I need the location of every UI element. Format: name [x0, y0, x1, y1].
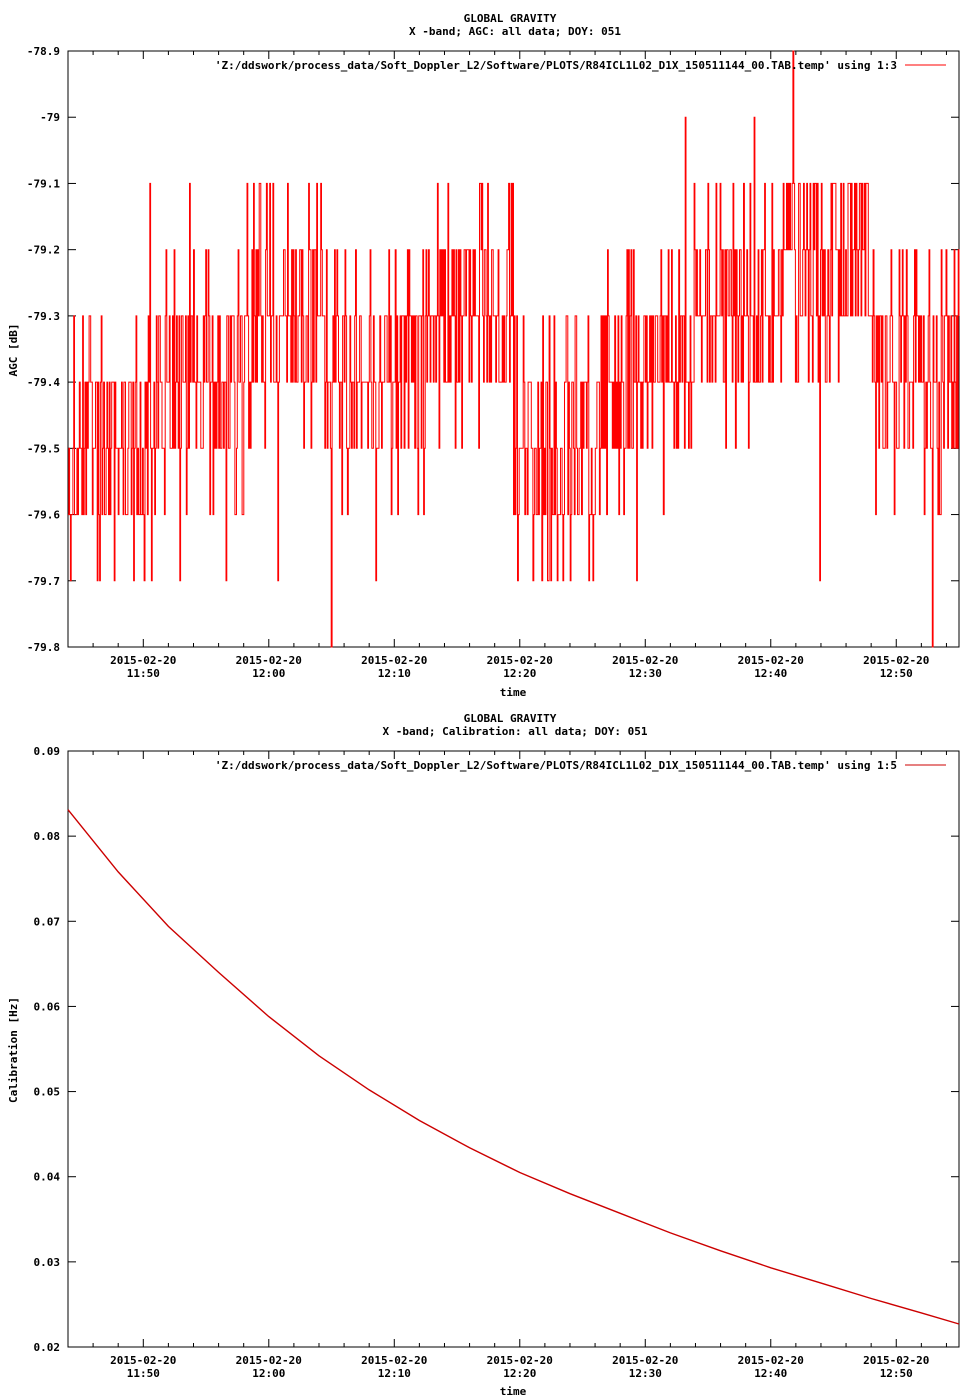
agc-y-tick-label: -79.5 — [27, 442, 60, 455]
calibration-x-tick-date: 2015-02-20 — [110, 1354, 176, 1367]
calibration-x-tick-time: 12:50 — [880, 1367, 913, 1380]
agc-x-tick-date: 2015-02-20 — [110, 654, 176, 667]
agc-y-tick-label: -79.3 — [27, 310, 60, 323]
calibration-x-tick-time: 11:50 — [127, 1367, 160, 1380]
agc-y-tick-label: -79.6 — [27, 509, 60, 522]
agc-x-tick-date: 2015-02-20 — [863, 654, 929, 667]
agc-chart-subtitle: X -band; AGC: all data; DOY: 051 — [409, 25, 621, 38]
calibration-x-axis-label: time — [500, 1385, 527, 1398]
calibration-y-tick-label: 0.08 — [34, 830, 61, 843]
calibration-x-tick-date: 2015-02-20 — [863, 1354, 929, 1367]
calibration-y-axis-label: Calibration [Hz] — [7, 997, 20, 1103]
agc-y-axis: -78.9 -79 -79.1 -79.2 -79.3 -79.4 -79.5 -79.6 -7… — [27, 45, 959, 654]
agc-x-tick-date: 2015-02-20 — [361, 654, 427, 667]
calibration-x-tick-time: 12:10 — [378, 1367, 411, 1380]
agc-x-axis-label: time — [500, 686, 527, 699]
agc-y-tick-label: -79.8 — [27, 641, 60, 654]
agc-plot-frame — [67, 50, 960, 648]
calibration-x-tick-date: 2015-02-20 — [361, 1354, 427, 1367]
calibration-x-tick-time: 12:30 — [629, 1367, 662, 1380]
calibration-plot-frame — [67, 750, 960, 1348]
agc-x-tick-time: 12:50 — [880, 667, 913, 680]
agc-series-group — [68, 50, 960, 648]
agc-legend-label: 'Z:/ddswork/process_data/Soft_Doppler_L2… — [215, 59, 897, 72]
agc-x-tick-date: 2015-02-20 — [738, 654, 804, 667]
calibration-series-line — [67, 809, 960, 1325]
calibration-y-tick-label: 0.02 — [34, 1341, 61, 1354]
agc-x-tick-date: 2015-02-20 — [236, 654, 302, 667]
calibration-chart-subtitle: X -band; Calibration: all data; DOY: 051 — [383, 725, 648, 738]
agc-x-tick-time: 12:10 — [378, 667, 411, 680]
agc-y-tick-label: -79.7 — [27, 575, 60, 588]
agc-x-tick-date: 2015-02-20 — [487, 654, 553, 667]
calibration-x-tick-date: 2015-02-20 — [487, 1354, 553, 1367]
calibration-x-tick-time: 12:40 — [754, 1367, 787, 1380]
calibration-y-tick-label: 0.05 — [34, 1086, 61, 1099]
calibration-x-tick-time: 12:20 — [503, 1367, 536, 1380]
calibration-legend-label: 'Z:/ddswork/process_data/Soft_Doppler_L2… — [215, 759, 897, 772]
calibration-y-tick-label: 0.06 — [34, 1000, 61, 1013]
agc-chart: GLOBAL GRAVITY X -band; AGC: all data; D… — [7, 12, 960, 699]
calibration-y-tick-label: 0.09 — [34, 745, 61, 758]
calibration-x-tick-date: 2015-02-20 — [236, 1354, 302, 1367]
calibration-x-tick-date: 2015-02-20 — [612, 1354, 678, 1367]
agc-y-tick-label: -79.2 — [27, 244, 60, 257]
calibration-y-tick-label: 0.07 — [34, 915, 61, 928]
agc-x-axis: 2015-02-2011:502015-02-2012:002015-02-20… — [67, 51, 947, 680]
calibration-y-tick-label: 0.03 — [34, 1256, 61, 1269]
calibration-y-tick-label: 0.04 — [34, 1171, 61, 1184]
agc-x-tick-time: 12:30 — [629, 667, 662, 680]
agc-x-tick-time: 11:50 — [127, 667, 160, 680]
agc-x-tick-date: 2015-02-20 — [612, 654, 678, 667]
agc-x-tick-time: 12:40 — [754, 667, 787, 680]
agc-y-tick-label: -79 — [40, 111, 60, 124]
agc-y-tick-label: -79.4 — [27, 376, 60, 389]
calibration-x-tick-time: 12:00 — [252, 1367, 285, 1380]
agc-y-tick-label: -78.9 — [27, 45, 60, 58]
agc-chart-title: GLOBAL GRAVITY — [464, 12, 557, 25]
agc-series-line — [68, 50, 960, 648]
calibration-x-axis: 2015-02-2011:502015-02-2012:002015-02-20… — [67, 751, 947, 1380]
agc-x-tick-time: 12:00 — [252, 667, 285, 680]
calibration-chart: GLOBAL GRAVITY X -band; Calibration: all… — [7, 712, 960, 1398]
calibration-series-group — [67, 809, 960, 1325]
calibration-y-axis: 0.09 0.08 0.07 0.06 0.05 0.04 0.03 0.02 — [34, 745, 959, 1354]
calibration-chart-title: GLOBAL GRAVITY — [464, 712, 557, 725]
agc-x-tick-time: 12:20 — [503, 667, 536, 680]
calibration-x-tick-date: 2015-02-20 — [738, 1354, 804, 1367]
agc-y-tick-label: -79.1 — [27, 177, 60, 190]
agc-y-axis-label: AGC [dB] — [7, 324, 20, 377]
